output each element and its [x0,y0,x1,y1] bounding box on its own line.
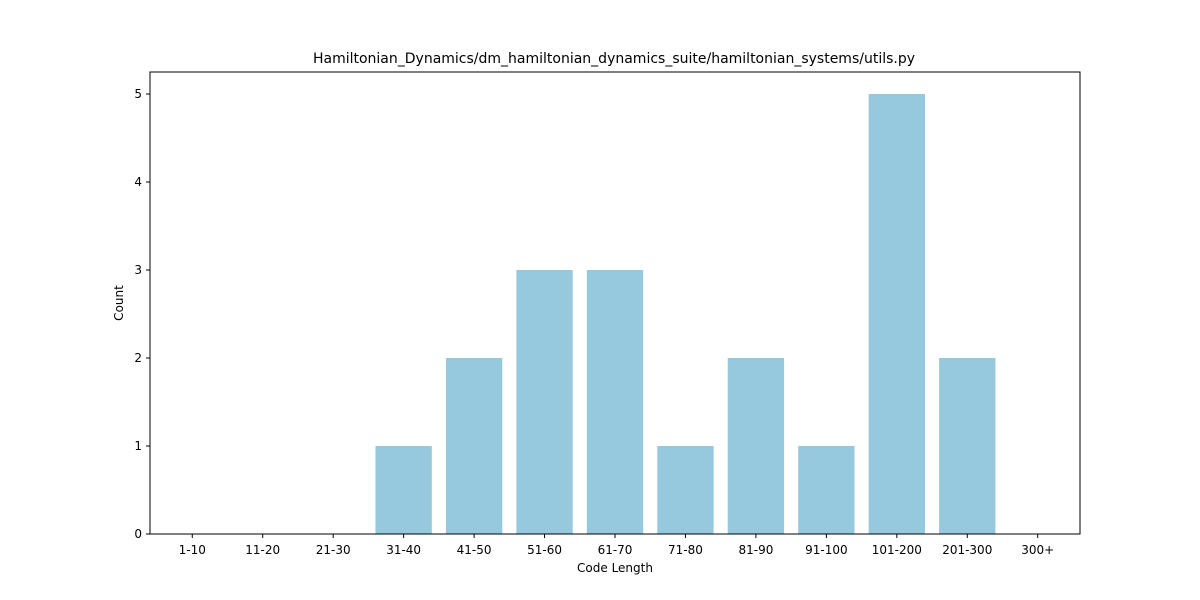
bar-51-60 [516,270,573,534]
bar-61-70 [586,270,644,534]
x-tick-label: 11-20 [245,543,280,557]
x-axis-ticks: 1-10 11-20 21-30 31-40 41-50 51-60 61-70 71-80 8… [179,534,1054,557]
bar-201-300 [939,358,996,534]
bars-group [375,94,996,534]
bar-31-40 [375,446,432,534]
y-axis-label: Count [112,285,126,321]
x-tick-label: 51-60 [527,543,562,557]
x-tick-label: 81-90 [738,543,773,557]
y-tick-label: 2 [134,351,142,365]
y-tick-label: 4 [134,175,142,189]
y-tick-label: 5 [134,87,142,101]
bar-81-90 [727,358,785,534]
x-tick-label: 300+ [1021,543,1054,557]
x-tick-label: 21-30 [316,543,351,557]
x-tick-label: 31-40 [386,543,421,557]
x-tick-label: 71-80 [668,543,703,557]
bar-41-50 [445,358,503,534]
x-tick-label: 91-100 [805,543,848,557]
bar-101-200 [868,94,925,534]
x-tick-label: 41-50 [457,543,492,557]
x-tick-label: 61-70 [598,543,633,557]
bar-71-80 [657,446,714,534]
bar-91-100 [798,446,855,534]
y-tick-label: 3 [134,263,142,277]
y-tick-label: 0 [134,527,142,541]
chart-title: Hamiltonian_Dynamics/dm_hamiltonian_dyna… [313,51,915,67]
x-tick-label: 201-300 [942,543,992,557]
x-tick-label: 101-200 [872,543,922,557]
y-tick-label: 1 [134,439,142,453]
x-axis-label: Code Length [577,561,653,575]
y-axis-ticks: 0 1 2 3 4 5 [134,87,150,541]
x-tick-label: 1-10 [179,543,206,557]
